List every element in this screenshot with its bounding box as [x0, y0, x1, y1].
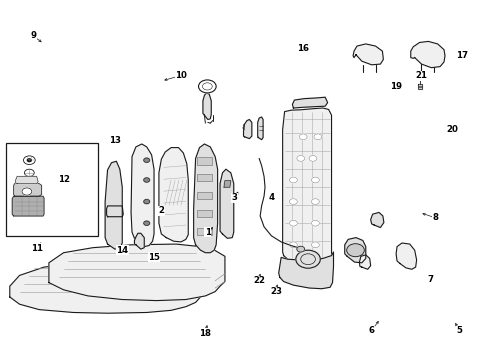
Circle shape — [289, 220, 297, 226]
Text: 16: 16 — [297, 44, 308, 53]
Bar — [197, 210, 211, 217]
Text: 4: 4 — [268, 194, 274, 202]
Polygon shape — [12, 196, 44, 216]
Polygon shape — [220, 169, 233, 238]
Polygon shape — [105, 161, 122, 249]
Text: 10: 10 — [175, 71, 186, 80]
Text: 17: 17 — [455, 51, 467, 60]
Polygon shape — [10, 260, 200, 313]
Circle shape — [296, 246, 304, 252]
Polygon shape — [243, 120, 251, 139]
Text: 3: 3 — [231, 194, 237, 202]
Text: 1: 1 — [204, 228, 210, 237]
Circle shape — [23, 156, 35, 165]
Text: 5: 5 — [456, 326, 462, 335]
Text: 22: 22 — [253, 276, 264, 285]
Polygon shape — [49, 244, 224, 301]
Circle shape — [296, 156, 304, 161]
Text: 15: 15 — [148, 253, 160, 262]
Bar — [197, 192, 211, 199]
Text: 21: 21 — [415, 71, 427, 80]
Bar — [197, 157, 211, 165]
Circle shape — [143, 178, 149, 182]
Polygon shape — [278, 252, 333, 289]
Polygon shape — [282, 108, 331, 267]
Text: 19: 19 — [389, 82, 401, 91]
Text: 23: 23 — [270, 287, 282, 296]
Circle shape — [311, 220, 319, 226]
Bar — [197, 228, 211, 235]
Polygon shape — [131, 144, 154, 247]
Polygon shape — [106, 206, 123, 217]
Polygon shape — [395, 243, 416, 269]
Polygon shape — [417, 84, 421, 89]
Text: 14: 14 — [116, 246, 128, 255]
Text: 2: 2 — [158, 206, 164, 215]
Circle shape — [346, 244, 364, 257]
Text: 6: 6 — [368, 326, 374, 335]
Text: 8: 8 — [431, 213, 437, 222]
Circle shape — [308, 156, 316, 161]
Circle shape — [143, 199, 149, 204]
Circle shape — [311, 242, 319, 248]
Text: 13: 13 — [109, 136, 121, 145]
Circle shape — [311, 199, 319, 204]
Polygon shape — [352, 44, 383, 65]
Polygon shape — [292, 97, 327, 108]
Bar — [6, 143, 98, 236]
Circle shape — [289, 199, 297, 204]
Bar — [197, 174, 211, 181]
Polygon shape — [203, 93, 211, 120]
Polygon shape — [134, 233, 144, 249]
Text: 20: 20 — [446, 125, 457, 134]
Circle shape — [299, 134, 306, 140]
Polygon shape — [159, 148, 188, 242]
Circle shape — [313, 134, 321, 140]
Circle shape — [198, 80, 216, 93]
Circle shape — [289, 242, 297, 248]
Polygon shape — [257, 117, 263, 140]
Text: 9: 9 — [30, 31, 36, 40]
Text: 11: 11 — [31, 244, 42, 253]
Polygon shape — [14, 184, 41, 196]
Circle shape — [295, 250, 320, 268]
Circle shape — [24, 169, 34, 176]
Polygon shape — [410, 41, 444, 68]
Circle shape — [22, 188, 32, 195]
Polygon shape — [344, 238, 365, 263]
Circle shape — [311, 177, 319, 183]
Text: 12: 12 — [58, 175, 69, 184]
Text: 7: 7 — [427, 274, 432, 284]
Polygon shape — [359, 255, 370, 269]
Polygon shape — [224, 181, 230, 187]
Circle shape — [143, 221, 149, 225]
Circle shape — [27, 159, 31, 162]
Polygon shape — [370, 212, 383, 228]
Circle shape — [143, 158, 149, 162]
Circle shape — [289, 177, 297, 183]
Polygon shape — [193, 144, 217, 253]
Text: 18: 18 — [199, 328, 211, 338]
Polygon shape — [16, 176, 38, 184]
